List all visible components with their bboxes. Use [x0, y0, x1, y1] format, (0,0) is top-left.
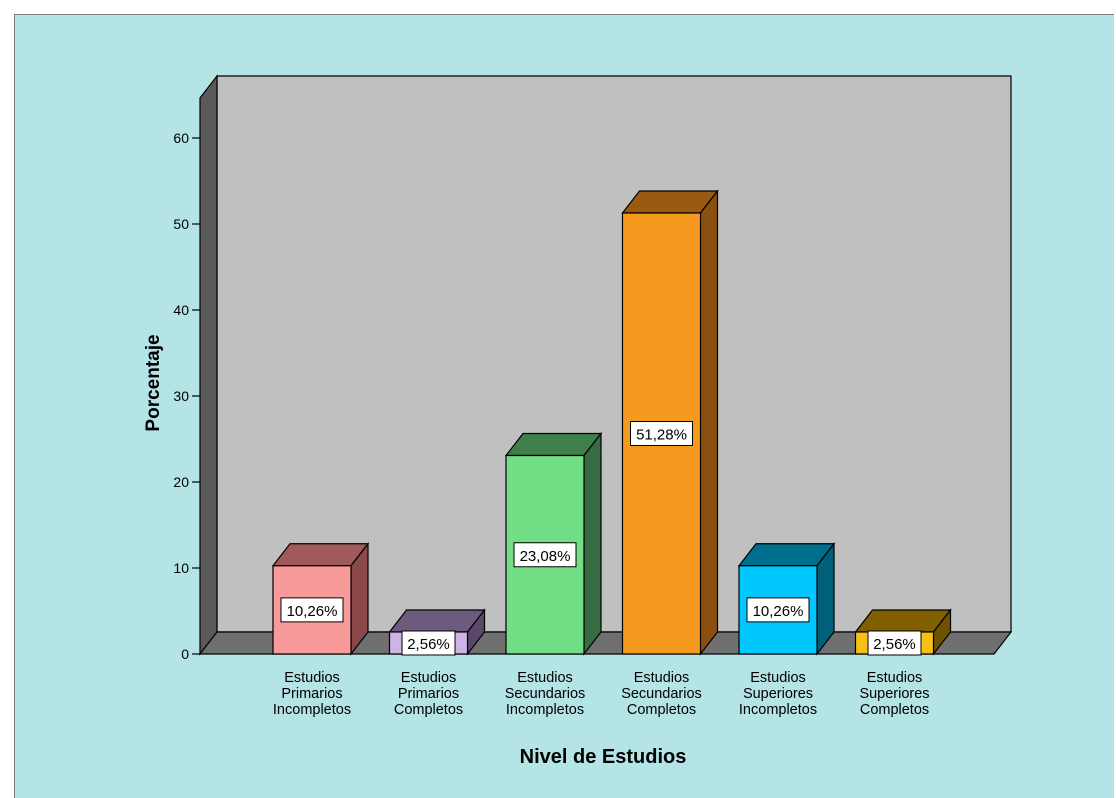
x-tick-label: Estudios Secundarios Completos: [621, 670, 702, 718]
y-axis: 0 10 20 30 40 50 60: [173, 130, 201, 662]
x-tick-label: Estudios Superiores Incompletos: [739, 670, 817, 718]
y-tick-label: 10: [173, 560, 189, 576]
bar-5: 10,26%: [737, 542, 836, 656]
data-label: 2,56%: [407, 636, 450, 653]
y-tick-label: 50: [173, 216, 189, 232]
data-label: 51,28%: [636, 426, 687, 443]
data-label-box: [513, 542, 577, 568]
data-label: 10,26%: [753, 603, 804, 620]
x-tick-label-line: Secundarios: [505, 686, 586, 702]
data-label-box: [401, 630, 456, 656]
x-tick-label-line: Primarios: [281, 686, 342, 702]
y-tick-label: 0: [181, 646, 189, 662]
x-tick-label-line: Completos: [860, 702, 929, 718]
data-label: 23,08%: [520, 548, 571, 565]
bar-side: [583, 431, 602, 656]
bar-side: [699, 189, 719, 656]
data-label: 10,26%: [287, 603, 338, 620]
bar-4: 51,28%: [621, 189, 719, 656]
x-tick-label-line: Estudios: [634, 670, 690, 686]
x-tick-label-line: Secundarios: [621, 686, 702, 702]
data-label-box: [867, 630, 922, 656]
x-tick-label-line: Incompletos: [739, 702, 817, 718]
data-label-box: [746, 597, 810, 623]
x-tick-label: Estudios Secundarios Incompletos: [505, 670, 586, 718]
x-tick-label-line: Superiores: [859, 686, 929, 702]
bar-3: 23,08%: [504, 431, 603, 656]
y-tick-label: 20: [173, 474, 189, 490]
bar-2: 2,56%: [388, 608, 486, 656]
x-tick-label-line: Completos: [394, 702, 463, 718]
data-label-box: [630, 420, 693, 446]
bar-1: 10,26%: [271, 542, 370, 656]
y-tick-label: 60: [173, 130, 189, 146]
y-axis-title: Porcentaje: [143, 334, 164, 431]
x-axis-title: Nivel de Estudios: [520, 746, 687, 768]
x-tick-label-line: Completos: [627, 702, 696, 718]
y-tick-label: 30: [173, 388, 189, 404]
x-tick-label: Estudios Primarios Completos: [394, 670, 463, 718]
x-tick-label-line: Primarios: [398, 686, 459, 702]
y-tick-label: 40: [173, 302, 189, 318]
x-tick-label-line: Estudios: [867, 670, 923, 686]
x-tick-label-line: Estudios: [517, 670, 573, 686]
x-tick-label-line: Superiores: [743, 686, 813, 702]
side-wall: [199, 74, 218, 656]
data-label-box: [280, 597, 344, 623]
x-tick-label-line: Estudios: [284, 670, 340, 686]
x-tick-label: Estudios Primarios Incompletos: [273, 670, 351, 718]
x-tick-label: Estudios Superiores Completos: [859, 670, 929, 718]
x-tick-label-line: Estudios: [401, 670, 457, 686]
x-tick-label-line: Estudios: [750, 670, 806, 686]
data-label: 2,56%: [873, 636, 916, 653]
x-tick-label-line: Incompletos: [506, 702, 584, 718]
bars: 10,26% 2,56% 23,08% 51,28% 10,26% 2,56%: [271, 189, 952, 656]
x-tick-label-line: Incompletos: [273, 702, 351, 718]
bar-6: 2,56%: [854, 608, 952, 656]
